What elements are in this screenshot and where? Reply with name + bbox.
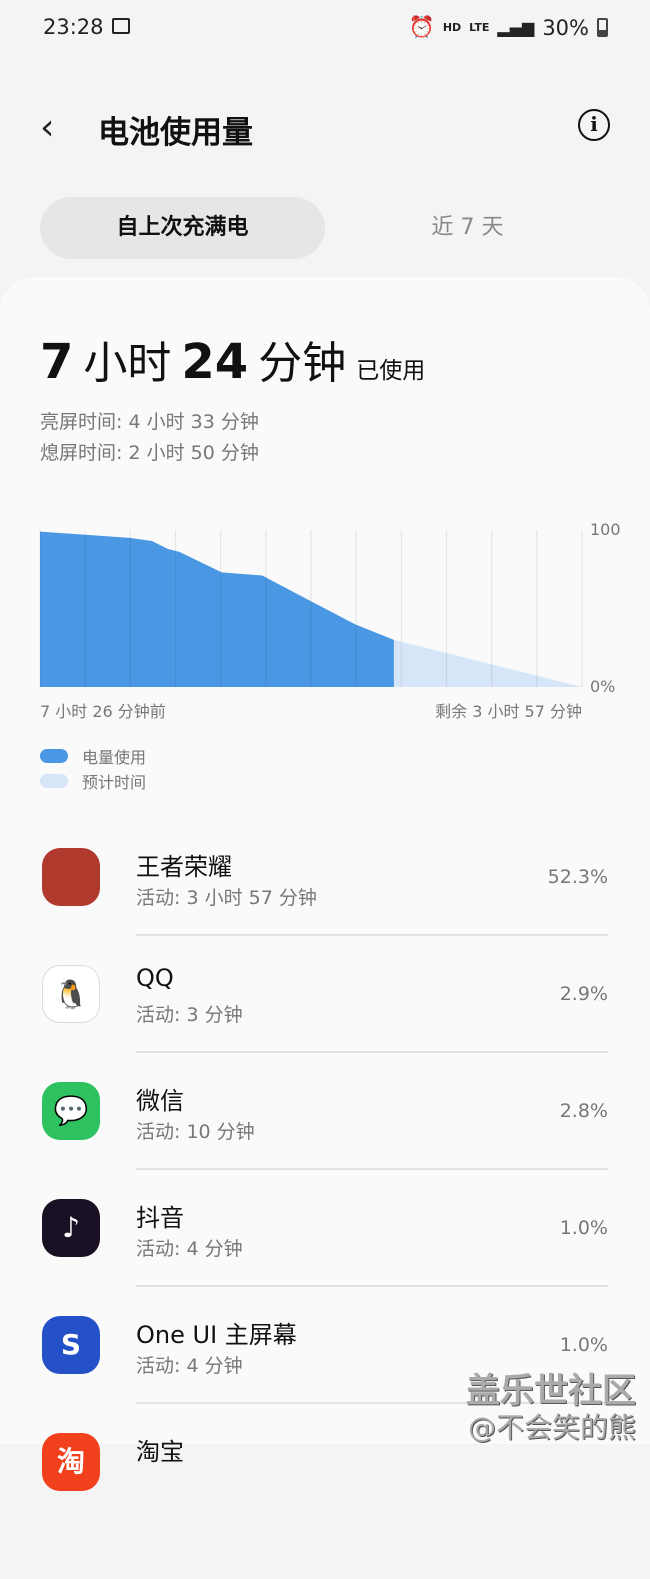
legend-swatch [40,774,68,788]
app-activity: 活动: 10 分钟 [136,1121,255,1143]
divider [136,1285,608,1287]
battery-chart [39,530,583,687]
app-name: 王者荣耀 [136,853,232,881]
one-ui-home-icon: S [42,1316,100,1374]
screen-on-time: 亮屏时间: 4 小时 33 分钟 [40,411,259,433]
app-name: 淘宝 [136,1438,184,1466]
app-percent: 2.9% [559,983,608,1005]
divider [136,1402,608,1404]
legend-label: 电量使用 [82,748,147,767]
period-tabs: 自上次充满电 近 7 天 [40,197,610,259]
hd-icon: HD [442,21,462,34]
app-name: 微信 [136,1087,184,1115]
y-tick-0: 0% [590,677,616,696]
app-row[interactable]: 💬 微信 活动: 10 分钟 2.8% [0,1082,650,1228]
clock: 23:28 [43,15,104,39]
app-percent: 1.0% [559,1217,608,1239]
page-title: 电池使用量 [98,115,253,151]
y-tick-100: 100 [590,520,621,539]
legend-label: 预计时间 [82,773,147,792]
tab-last-7-days[interactable]: 近 7 天 [431,215,504,240]
app-row[interactable]: ♪ 抖音 活动: 4 分钟 1.0% [0,1199,650,1345]
divider [136,934,608,936]
signal-icon: ▂▄▆ [497,18,535,37]
screen-off-time: 熄屏时间: 2 小时 50 分钟 [40,442,259,464]
chevron-left-icon[interactable]: ‹ [40,107,55,148]
app-activity: 活动: 3 分钟 [136,1004,243,1026]
tab-since-full-charge[interactable]: 自上次充满电 [40,197,325,259]
info-icon[interactable]: i [578,109,610,141]
battery-percent: 30% [542,15,589,40]
battery-icon [597,18,608,37]
usage-card: 7 小时 24 分钟 已使用 亮屏时间: 4 小时 33 分钟 熄屏时间: 2 … [0,277,650,1491]
app-percent: 1.0% [559,1334,608,1356]
app-row[interactable]: 🐧 QQ 活动: 3 分钟 2.9% [0,964,650,1111]
honor-of-kings-icon [42,848,100,906]
wechat-icon: 💬 [42,1082,100,1140]
usage-area [40,531,394,687]
app-row[interactable]: 淘 淘宝 [0,1433,650,1579]
legend-swatch [40,749,68,763]
qq-penguin-icon: 🐧 [42,965,100,1023]
app-name: One UI 主屏幕 [136,1321,297,1349]
total-usage: 7 小时 24 分钟 已使用 [40,327,425,391]
app-activity: 活动: 4 分钟 [136,1238,243,1260]
watermark-title: 盖乐世社区 [466,1371,636,1411]
app-name: QQ [136,964,174,992]
projected-area [393,639,582,687]
alarm-icon: ⏰ [408,15,435,39]
divider [136,1051,608,1053]
app-activity: 活动: 3 小时 57 分钟 [136,887,317,909]
app-percent: 2.8% [559,1100,608,1122]
legend-estimate: 预计时间 [40,769,146,793]
image-notification-icon [112,18,130,34]
watermark-author: @不会笑的熊 [467,1411,636,1444]
legend-usage: 电量使用 [40,744,146,768]
hours-value: 7 [40,334,74,390]
used-label: 已使用 [356,358,426,384]
app-name: 抖音 [136,1204,184,1232]
douyin-icon: ♪ [42,1199,100,1257]
app-row[interactable]: 王者荣耀 活动: 3 小时 57 分钟 52.3% [0,848,650,994]
x-end-label: 剩余 3 小时 57 分钟 [435,702,582,721]
hours-unit: 小时 [83,338,172,389]
x-start-label: 7 小时 26 分钟前 [40,702,166,721]
header: ‹ 电池使用量 i [0,95,650,159]
minutes-unit: 分钟 [258,338,347,389]
app-row[interactable]: S One UI 主屏幕 活动: 4 分钟 1.0% [0,1316,650,1462]
lte-icon: LTE [469,21,490,34]
minutes-value: 24 [181,334,249,390]
status-bar: 23:28 ⏰ HD LTE ▂▄▆ 30% [0,0,650,56]
app-percent: 52.3% [547,866,608,888]
taobao-icon: 淘 [42,1433,100,1491]
divider [136,1168,608,1170]
app-activity: 活动: 4 分钟 [136,1355,243,1377]
